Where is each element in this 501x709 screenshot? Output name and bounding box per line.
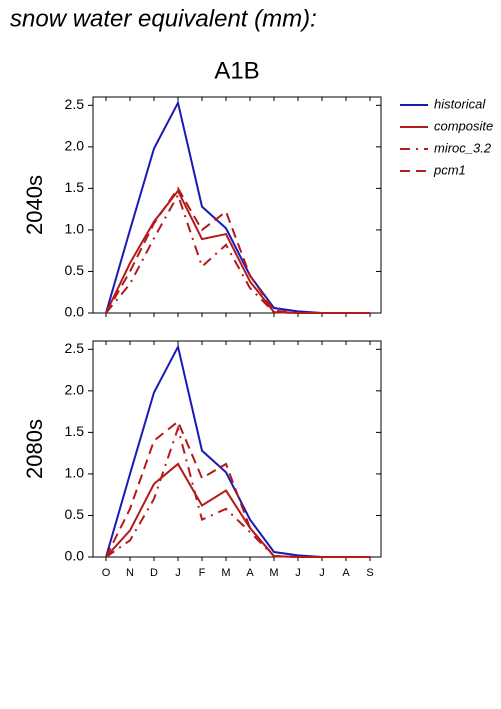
x-tick-label: O <box>102 567 111 579</box>
x-tick-label: N <box>126 567 134 579</box>
x-tick-label: A <box>246 567 254 579</box>
legend-label: historical <box>434 96 486 111</box>
legend-label: pcm1 <box>433 162 466 177</box>
y-tick-label: 1.5 <box>65 423 85 439</box>
x-tick-label: J <box>175 567 181 579</box>
x-tick-label: J <box>319 567 325 579</box>
series-line <box>105 343 370 558</box>
x-tick-label: A <box>342 567 350 579</box>
plot-frame <box>92 96 382 314</box>
legend-label: composite <box>434 118 493 133</box>
series-line <box>105 192 370 314</box>
y-tick-label: 0.5 <box>65 506 85 522</box>
y-tick-label: 1.0 <box>65 221 85 237</box>
series-line <box>105 462 370 558</box>
y-axis-label: 2080s <box>22 419 47 479</box>
y-tick-label: 2.5 <box>65 340 85 356</box>
y-tick-label: 0.0 <box>65 548 85 564</box>
series-line <box>105 186 370 314</box>
y-tick-label: 0.5 <box>65 262 85 278</box>
y-axis-label: 2040s <box>22 175 47 235</box>
x-tick-label: J <box>295 567 301 579</box>
y-tick-label: 2.5 <box>65 96 85 112</box>
legend-label: miroc_3.2 <box>434 140 492 155</box>
x-tick-label: M <box>269 567 278 579</box>
page-title: snow water equivalent (mm): <box>10 5 317 32</box>
plot-frame <box>92 340 382 558</box>
y-tick-label: 2.0 <box>65 382 85 398</box>
x-tick-label: F <box>199 567 206 579</box>
x-tick-label: D <box>150 567 158 579</box>
series-line <box>105 424 370 558</box>
series-line <box>105 419 370 558</box>
y-tick-label: 1.5 <box>65 179 85 195</box>
y-tick-label: 2.0 <box>65 138 85 154</box>
y-tick-label: 1.0 <box>65 465 85 481</box>
y-tick-label: 0.0 <box>65 304 85 320</box>
x-tick-label: S <box>366 567 373 579</box>
x-tick-label: M <box>221 567 230 579</box>
scenario-title: A1B <box>214 57 259 84</box>
series-line <box>105 99 370 314</box>
